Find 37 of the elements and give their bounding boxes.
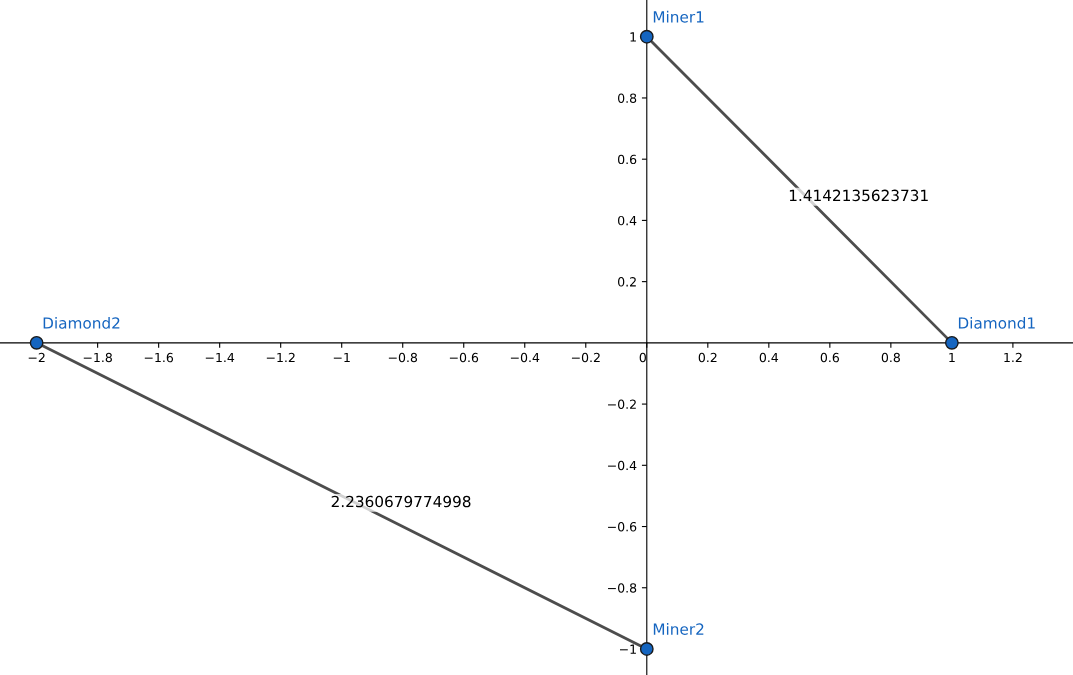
x-tick-label: −2	[28, 352, 45, 363]
y-tick-label: 0.6	[618, 154, 637, 165]
y-tick-label: −0.2	[608, 399, 636, 410]
point	[944, 335, 959, 350]
y-tick-label: 1	[630, 32, 636, 42]
x-tick-label: −0.6	[449, 352, 479, 363]
x-tick-label: −0.4	[510, 352, 540, 363]
x-tick-label: −1.2	[266, 352, 295, 363]
x-tick-label: 1	[949, 352, 955, 363]
x-tick-label: −0.8	[388, 352, 418, 363]
point	[29, 335, 44, 350]
x-tick-label: −0.2	[571, 352, 600, 363]
y-tick-label: 0.4	[618, 215, 637, 226]
x-tick-label: 0.8	[881, 352, 900, 363]
x-tick-label: −1	[333, 352, 350, 363]
x-tick-label: −1.8	[83, 352, 112, 363]
annotation: Diamond2	[43, 316, 120, 329]
x-tick-label: 0.2	[698, 352, 717, 363]
x-tick-label: 0	[639, 352, 646, 363]
point	[639, 29, 654, 44]
y-tick-label: −0.4	[608, 460, 637, 471]
annotation: Diamond1	[958, 316, 1035, 329]
annotation: 2.2360679774998	[331, 495, 471, 508]
annotation: Miner1	[653, 10, 704, 23]
x-tick-label: 1.2	[1004, 352, 1022, 363]
y-tick-label: −0.8	[608, 583, 637, 593]
annotation: Miner2	[653, 623, 704, 635]
annotation: 1.4142135623731	[789, 189, 928, 202]
y-tick-label: 0.2	[618, 277, 636, 287]
y-tick-label: −1	[619, 644, 636, 654]
y-tick-label: 0.8	[618, 93, 637, 103]
y-tick-label: −0.6	[608, 522, 637, 532]
x-tick-label: −1.6	[144, 352, 174, 363]
x-tick-label: −1.4	[205, 352, 235, 363]
point	[639, 642, 654, 656]
x-tick-label: 0.6	[820, 352, 839, 363]
x-tick-label: 0.4	[759, 352, 779, 363]
